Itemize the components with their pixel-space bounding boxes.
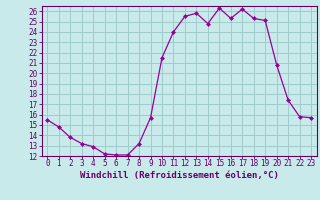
X-axis label: Windchill (Refroidissement éolien,°C): Windchill (Refroidissement éolien,°C)	[80, 171, 279, 180]
